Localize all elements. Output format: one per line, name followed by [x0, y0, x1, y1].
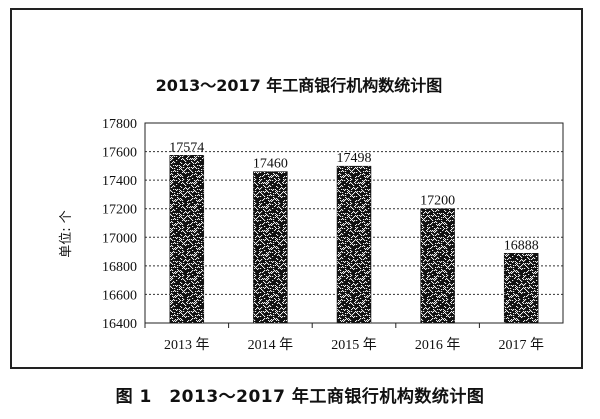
bar-2	[336, 165, 372, 324]
x-tick-label-4: 2017 年	[498, 337, 544, 353]
data-labels: 17574 17460 17498 17200 16888	[169, 140, 538, 253]
y-tick-label: 17600	[102, 146, 137, 161]
figure-caption: 图 1 2013～2017 年工商银行机构数统计图	[115, 387, 485, 407]
y-tick-label: 16600	[102, 288, 137, 303]
y-tick-label: 17800	[102, 117, 137, 132]
bars	[169, 155, 539, 324]
x-tick-label-2: 2015 年	[331, 337, 377, 353]
bar-4	[503, 253, 539, 324]
x-tick-label-3: 2016 年	[415, 337, 461, 353]
bar-0	[169, 155, 205, 324]
data-label-2: 17498	[337, 151, 372, 166]
y-tick-label: 17400	[102, 174, 137, 189]
y-axis-label: 单位: 个	[59, 210, 74, 258]
bar-chart: 2013～2017 年工商银行机构数统计图 16400 16600 16800 170…	[59, 76, 564, 353]
chart-title: 2013～2017 年工商银行机构数统计图	[156, 76, 443, 95]
data-label-4: 16888	[504, 238, 539, 253]
x-tick-label-0: 2013 年	[164, 337, 210, 353]
y-tick-label: 16800	[102, 260, 137, 275]
bar-3	[420, 208, 455, 324]
data-label-1: 17460	[253, 157, 288, 172]
data-label-3: 17200	[420, 194, 455, 209]
y-tick-label: 16400	[102, 317, 137, 332]
data-label-0: 17574	[169, 140, 204, 155]
figure-frame: 2013～2017 年工商银行机构数统计图 16400 16600 16800 170…	[10, 8, 583, 369]
x-tick-labels: 2013 年 2014 年 2015 年 2016 年 2017 年	[164, 337, 544, 353]
y-tick-labels: 16400 16600 16800 17000 17200 17400 17600 17800	[102, 117, 137, 332]
y-tick-label: 17200	[102, 203, 137, 218]
bar-1	[253, 171, 288, 324]
x-tick-label-1: 2014 年	[248, 337, 294, 353]
y-tick-label: 17000	[102, 231, 137, 246]
